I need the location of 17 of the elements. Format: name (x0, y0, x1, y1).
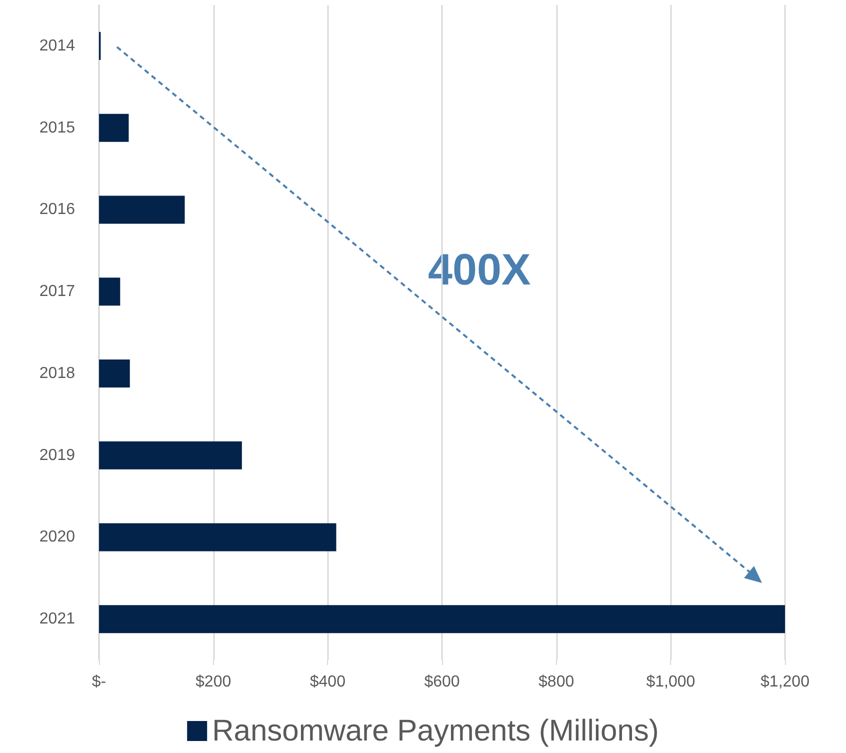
y-tick-label: 2018 (39, 364, 76, 382)
x-tick-label: $- (92, 674, 106, 690)
y-tick-label: 2014 (39, 37, 76, 54)
x-tick-label: $1,200 (760, 674, 810, 690)
x-tick-label: $800 (538, 674, 574, 690)
y-tick-label: 2020 (39, 528, 76, 546)
y-tick-label: 2019 (39, 446, 76, 464)
y-tick-label: 2021 (39, 610, 76, 628)
y-tick-label: 2015 (39, 119, 76, 136)
annotation: 400X (428, 246, 531, 294)
x-tick-label: $1,000 (646, 674, 696, 690)
x-tick-label: $600 (424, 674, 460, 690)
y-tick-label: 2016 (39, 201, 76, 218)
x-tick-label: $200 (196, 674, 232, 690)
x-tick-label: $400 (310, 674, 346, 690)
legend-label: Ransomware Payments (Millions) (212, 714, 659, 748)
y-tick-label: 2017 (39, 283, 76, 300)
